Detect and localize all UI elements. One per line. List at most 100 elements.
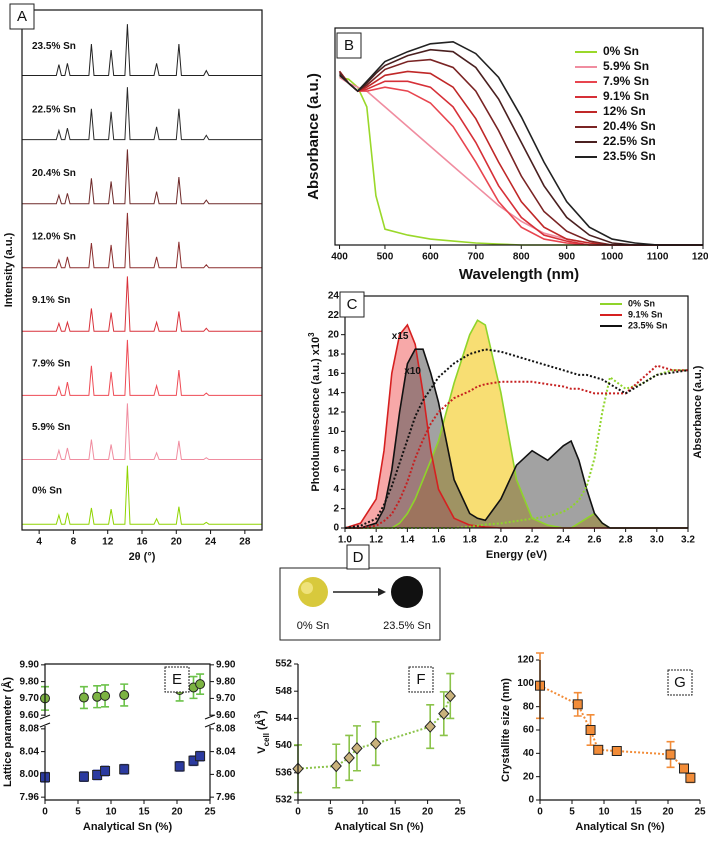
x-tick-label: 1000 <box>601 252 624 263</box>
x-tick-label: 0 <box>42 807 48 818</box>
legend-label: 23.5% Sn <box>603 149 656 163</box>
y-tick-label: 6 <box>333 465 339 476</box>
y-tick-label: 2 <box>333 503 339 514</box>
x-tick-label: 3.0 <box>650 535 664 546</box>
axis-title: Lattice parameter (Å) <box>1 677 14 787</box>
x-tick-label: 5 <box>328 807 334 818</box>
marker <box>665 749 676 760</box>
panel-letter-box <box>339 291 365 318</box>
series-label: 12.0% Sn <box>32 232 76 243</box>
x-tick-label: 8 <box>71 537 77 548</box>
y-tick-label: 8.00 <box>216 769 236 780</box>
pattern-line <box>22 339 262 396</box>
plot-frame <box>21 9 263 531</box>
y-tick-label: 9.70 <box>20 693 40 704</box>
y-tick-label: 22 <box>328 310 340 321</box>
marker <box>585 725 596 735</box>
powder-highlight <box>301 582 313 594</box>
pattern-line <box>22 276 262 332</box>
pattern-line <box>22 465 262 525</box>
legend-label: 5.9% Sn <box>603 59 649 73</box>
y-tick-label: 16 <box>328 368 340 379</box>
y-tick-label: 9.80 <box>20 676 40 687</box>
x-tick-label: 900 <box>558 252 575 263</box>
panel-letter-box <box>408 666 434 693</box>
left-label: 0% Sn <box>297 620 329 632</box>
x-tick-label: 1.0 <box>338 535 352 546</box>
marker <box>195 679 206 690</box>
y-tick-label: 9.60 <box>216 710 236 721</box>
x-tick-label: 15 <box>390 807 402 818</box>
y-tick-label: 20 <box>328 329 340 340</box>
y-tick-label: 8.08 <box>20 723 40 734</box>
arrow-head <box>378 588 386 596</box>
axes <box>44 663 211 801</box>
marker <box>195 751 206 762</box>
y-tick-label: 60 <box>523 725 535 736</box>
marker <box>78 771 89 782</box>
axis-title: Intensity (a.u.) <box>3 232 15 307</box>
marker <box>370 737 382 750</box>
y-tick-label: 120 <box>517 655 534 666</box>
panel-letter-box <box>336 32 362 59</box>
x-tick-label: 10 <box>598 807 610 818</box>
panel-letter-box <box>346 544 370 570</box>
marker <box>444 689 456 703</box>
x-tick-label: 10 <box>105 807 117 818</box>
x-tick-label: 15 <box>630 807 642 818</box>
x-tick-label: 600 <box>422 252 439 263</box>
x-tick-label: 2.4 <box>556 535 570 546</box>
absorbance-line <box>345 364 688 529</box>
legend-label: 7.9% Sn <box>603 74 649 88</box>
y-tick-label: 12 <box>328 407 340 418</box>
panel-d: D 0% Sn 23.5% Sn <box>279 544 441 641</box>
x-tick-label: 15 <box>138 807 150 818</box>
y-tick-label: 548 <box>275 686 292 697</box>
series-label: 7.9% Sn <box>32 359 70 370</box>
series-label: 0% Sn <box>32 486 62 497</box>
axis-title: Absorbance (a.u.) <box>692 365 704 458</box>
axis-title: Energy (eV) <box>486 549 547 561</box>
marker <box>119 764 130 775</box>
marker <box>572 699 583 710</box>
legend-label: 0% Sn <box>603 44 639 58</box>
marker <box>685 772 696 783</box>
panel-letter: E <box>172 671 182 688</box>
x-tick-label: 25 <box>694 807 706 818</box>
axis-break <box>39 714 51 728</box>
panel-letter: D <box>353 549 364 566</box>
y-tick-label: 536 <box>275 767 292 778</box>
y-tick-label: 9.80 <box>216 676 236 687</box>
panel-letter: A <box>17 8 27 25</box>
x-tick-label: 20 <box>171 537 183 548</box>
axis-title: Analytical Sn (%) <box>83 821 173 833</box>
y-tick-label: 532 <box>275 795 292 806</box>
yellow-powder <box>298 577 328 607</box>
axis-title: Vcell (Å3) <box>253 710 271 754</box>
absorbance-line <box>345 369 688 529</box>
y-tick-label: 552 <box>275 659 292 670</box>
x-tick-label: 2.2 <box>525 535 539 546</box>
x-tick-label: 800 <box>513 252 530 263</box>
y-tick-label: 9.90 <box>20 659 40 670</box>
y-tick-label: 18 <box>328 349 340 360</box>
panel-letter-box <box>9 3 35 30</box>
y-tick-label: 80 <box>523 701 535 712</box>
axis-title-part: (Å <box>255 718 268 733</box>
plot-frame <box>344 295 689 529</box>
y-tick-label: 100 <box>517 678 534 689</box>
y-tick-label: 7.96 <box>20 792 40 803</box>
legend-label: 23.5% Sn <box>628 320 668 330</box>
axis-title-part: V <box>256 746 268 754</box>
x-tick-label: 20 <box>171 807 183 818</box>
x-tick-label: 1.4 <box>400 535 414 546</box>
legend-label: 12% Sn <box>603 104 646 118</box>
series-label: 5.9% Sn <box>32 422 70 433</box>
series-label: 20.4% Sn <box>32 168 76 179</box>
marker <box>343 751 355 765</box>
axis-title: 2θ (°) <box>129 551 156 563</box>
marker <box>438 707 450 720</box>
marker <box>78 692 89 703</box>
